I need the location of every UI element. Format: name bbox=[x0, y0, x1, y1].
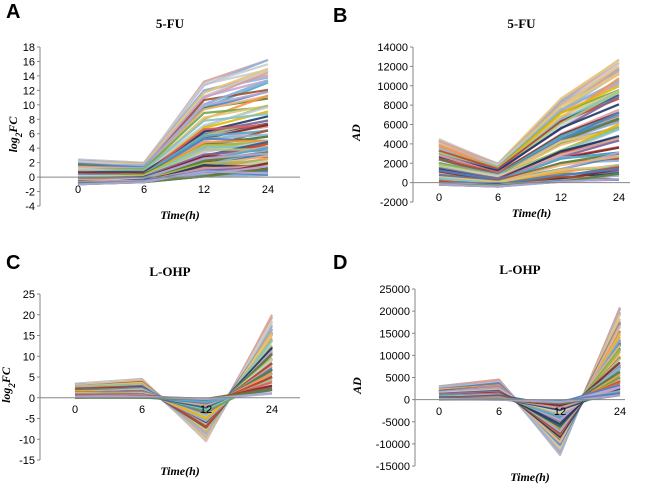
x-tick-label: 24 bbox=[266, 404, 278, 416]
x-tick-label: 12 bbox=[554, 406, 566, 418]
y-tick-label: 6 bbox=[29, 129, 35, 141]
y-axis-label: AD bbox=[349, 124, 363, 142]
y-tick-label: -10000 bbox=[376, 439, 410, 451]
x-tick-label: 6 bbox=[496, 406, 502, 418]
y-tick-label: 25 bbox=[23, 289, 35, 301]
y-tick-label: 8000 bbox=[384, 100, 408, 112]
y-tick-label: 20000 bbox=[379, 306, 410, 318]
y-tick-label: -2000 bbox=[380, 197, 408, 209]
y-tick-label: 10 bbox=[23, 351, 35, 363]
x-axis-label: Time(h) bbox=[160, 464, 200, 478]
series-line bbox=[438, 177, 620, 188]
panel-letter: C bbox=[6, 252, 20, 274]
y-tick-label: -15 bbox=[19, 455, 35, 467]
y-tick-label: 6000 bbox=[384, 120, 408, 132]
y-tick-label: 12 bbox=[23, 85, 35, 97]
y-tick-label: 10 bbox=[23, 100, 35, 112]
panel-c: C L-OHP -15 -10 -5 0 5 10 15 20 25 0 6 12 24 Time(h) log… bbox=[0, 251, 325, 502]
series-line bbox=[438, 97, 620, 171]
y-axis-label: log2FC bbox=[6, 116, 24, 153]
y-tick-label: -5 bbox=[25, 414, 35, 426]
x-tick-label: 12 bbox=[198, 184, 210, 196]
y-tick-label: 25000 bbox=[379, 284, 410, 296]
panel-letter: B bbox=[333, 5, 347, 27]
y-tick-label: -10 bbox=[19, 434, 35, 446]
chart-d: D L-OHP -15000 -10000 -5000 0 5000 10000 15000 20… bbox=[333, 252, 626, 484]
x-axis-label: Time(h) bbox=[510, 470, 550, 484]
y-axis-label: log2FC bbox=[0, 366, 17, 403]
panel-d: D L-OHP -15000 -10000 -5000 0 5000 10000 15000 20… bbox=[325, 251, 650, 502]
y-tick-label: 0 bbox=[402, 178, 408, 190]
y-tick-label: 2000 bbox=[384, 158, 408, 170]
x-tick-label: 24 bbox=[613, 192, 625, 204]
y-tick-label: 10000 bbox=[379, 350, 410, 362]
y-tick-label: 18 bbox=[23, 42, 35, 54]
y-tick-label: 4000 bbox=[384, 139, 408, 151]
y-tick-label: -5000 bbox=[382, 417, 410, 429]
x-tick-label: 12 bbox=[200, 404, 212, 416]
x-tick-label: 6 bbox=[139, 404, 145, 416]
y-tick-label: 14000 bbox=[377, 42, 408, 54]
x-tick-label: 0 bbox=[436, 406, 442, 418]
y-tick-label: 15000 bbox=[379, 328, 410, 340]
y-tick-label: 12000 bbox=[377, 61, 408, 73]
x-tick-label: 0 bbox=[436, 192, 442, 204]
y-tick-label: 14 bbox=[23, 71, 35, 83]
y-tick-label: 5 bbox=[29, 372, 35, 384]
series-line bbox=[438, 165, 620, 184]
y-axis-label: AD bbox=[350, 377, 364, 395]
y-tick-label: 2 bbox=[29, 158, 35, 170]
y-tick-label: 4 bbox=[29, 143, 35, 155]
y-tick-label: 0 bbox=[29, 393, 35, 405]
y-tick-label: 15 bbox=[23, 331, 35, 343]
panel-letter: D bbox=[333, 252, 347, 274]
x-axis-label: Time(h) bbox=[160, 208, 200, 222]
x-tick-label: 24 bbox=[614, 406, 626, 418]
x-tick-label: 6 bbox=[495, 192, 501, 204]
y-tick-label: -15000 bbox=[376, 461, 410, 473]
chart-b: B 5-FU -2000 0 2000 4000 6000 8000 10000 12000 140… bbox=[333, 5, 630, 220]
series-line bbox=[77, 112, 269, 172]
x-tick-label: 0 bbox=[72, 404, 78, 416]
x-tick-label: 24 bbox=[262, 184, 274, 196]
chart-title: L-OHP bbox=[149, 264, 190, 279]
x-tick-label: 0 bbox=[75, 184, 81, 196]
y-tick-label: 20 bbox=[23, 310, 35, 322]
y-tick-label: 0 bbox=[404, 395, 410, 407]
y-tick-label: 5000 bbox=[386, 373, 410, 385]
y-tick-label: 10000 bbox=[377, 81, 408, 93]
x-tick-label: 6 bbox=[141, 184, 147, 196]
chart-title: 5-FU bbox=[156, 16, 185, 31]
x-tick-label: 12 bbox=[555, 192, 567, 204]
y-tick-label: -2 bbox=[25, 187, 35, 199]
panel-b: B 5-FU -2000 0 2000 4000 6000 8000 10000 12000 140… bbox=[325, 0, 650, 251]
y-tick-label: 8 bbox=[29, 114, 35, 126]
chart-c: C L-OHP -15 -10 -5 0 5 10 15 20 25 0 6 12 24 Time(h) log… bbox=[0, 252, 300, 478]
y-tick-label: -4 bbox=[25, 201, 35, 213]
y-tick-label: 0 bbox=[29, 172, 35, 184]
x-axis-label: Time(h) bbox=[512, 206, 552, 220]
chart-title: 5-FU bbox=[507, 16, 536, 31]
panel-letter: A bbox=[6, 1, 20, 23]
chart-title: L-OHP bbox=[499, 262, 540, 277]
y-tick-label: 16 bbox=[23, 56, 35, 68]
panel-a: A 5-FU -4 -2 0 2 4 6 8 10 12 14 16 18 0 6 12 24 Time(h) log… bbox=[0, 0, 325, 251]
